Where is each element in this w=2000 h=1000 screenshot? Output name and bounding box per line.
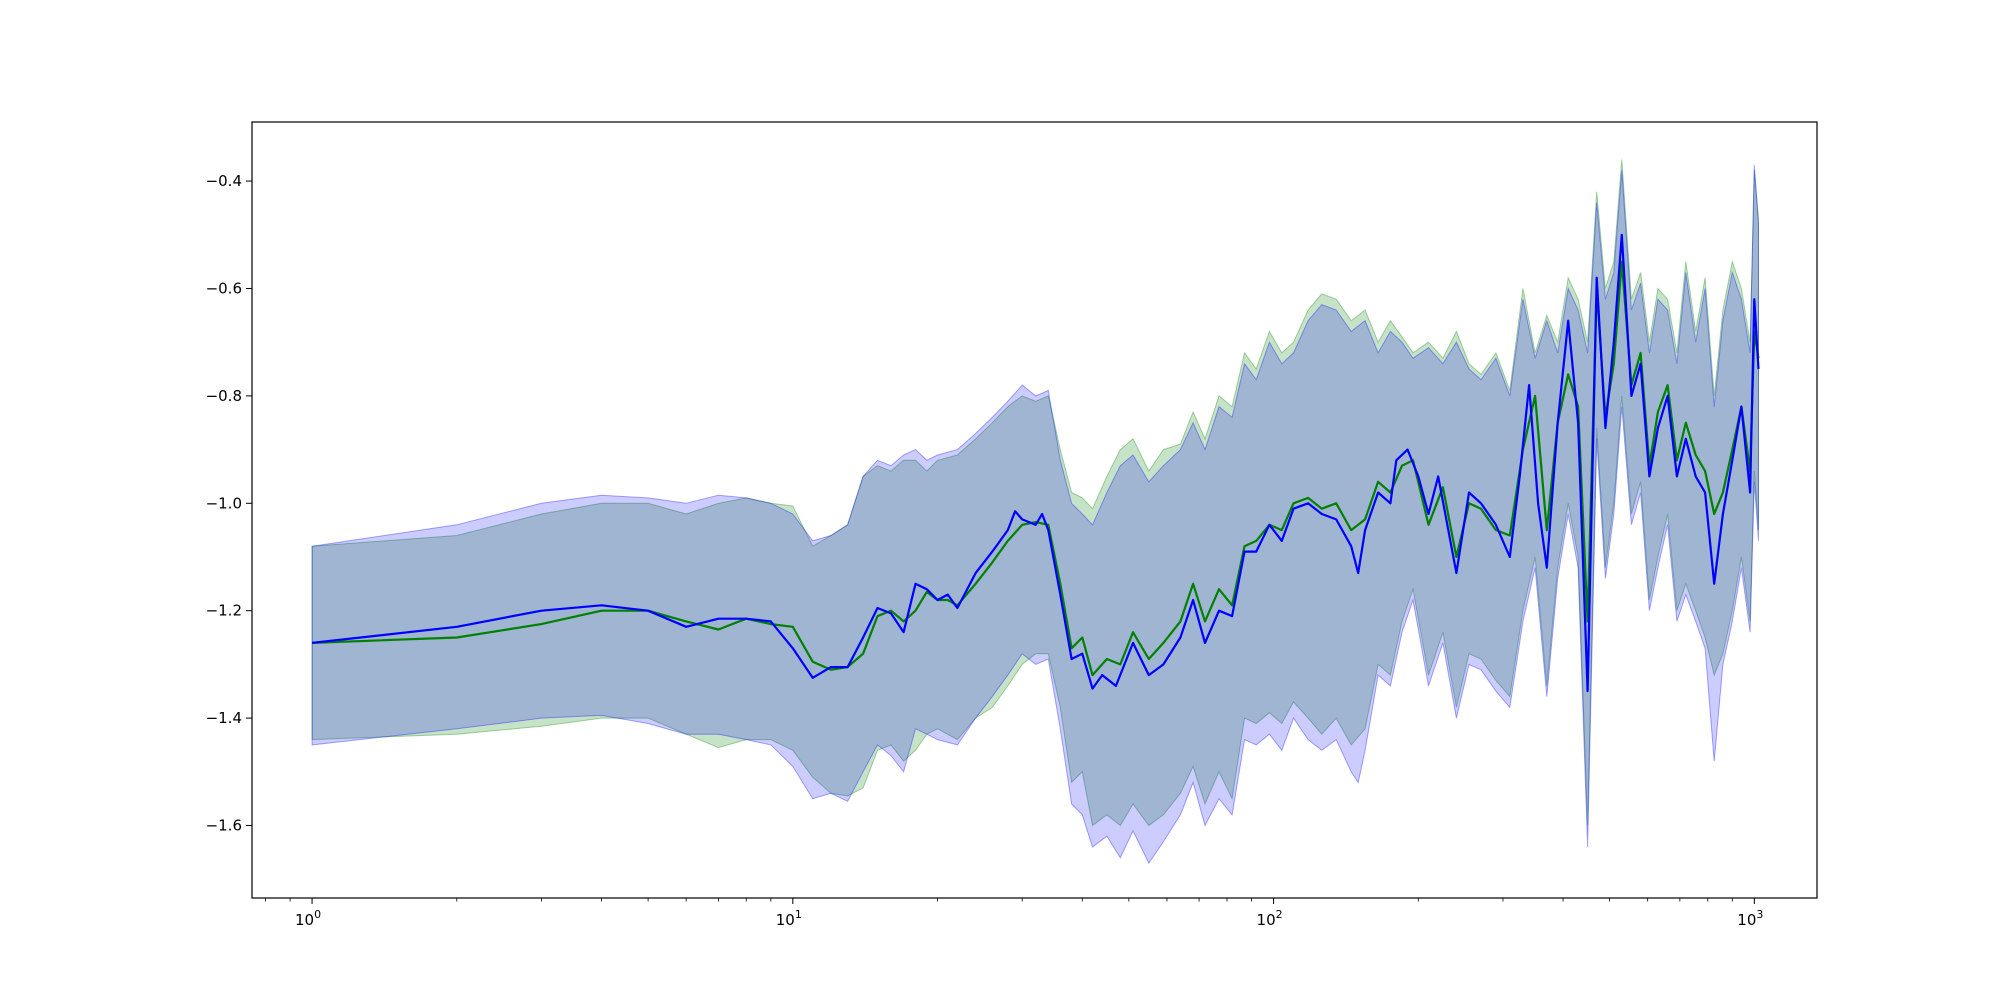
y-tick-label: −1.0 (206, 494, 242, 512)
confidence-band-0 (311, 159, 1759, 827)
y-tick-label: −1.6 (206, 817, 242, 835)
series-line-1 (311, 233, 1760, 693)
y-tick-label: −0.4 (206, 172, 242, 190)
x-tick-label: 101 (776, 908, 802, 929)
x-tick-label: 103 (1737, 908, 1763, 929)
y-tick-label: −1.2 (206, 602, 242, 620)
confidence-band-1 (311, 164, 1759, 865)
confidence-bands (311, 159, 1759, 865)
plot-frame (251, 121, 1818, 899)
x-axis: 100 101 102 103 (265, 898, 1763, 929)
y-tick-label: −0.8 (206, 387, 242, 405)
y-tick-label: −1.4 (206, 709, 242, 727)
y-axis: −0.4 −0.6 −0.8 −1.0 −1.2 −1.4 −1.6 (206, 172, 252, 835)
y-tick-label: −0.6 (206, 279, 242, 297)
x-tick-label: 100 (295, 908, 321, 929)
x-tick-label: 102 (1257, 908, 1283, 929)
series-lines (311, 233, 1760, 693)
